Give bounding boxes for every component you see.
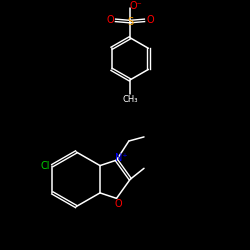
Text: O: O: [115, 199, 122, 209]
Text: O⁻: O⁻: [129, 1, 142, 11]
Text: CH₃: CH₃: [122, 94, 138, 104]
Text: N⁺: N⁺: [115, 153, 127, 163]
Text: Cl: Cl: [40, 160, 50, 170]
Text: O: O: [146, 15, 154, 25]
Text: O: O: [106, 15, 114, 25]
Text: S: S: [127, 16, 133, 26]
